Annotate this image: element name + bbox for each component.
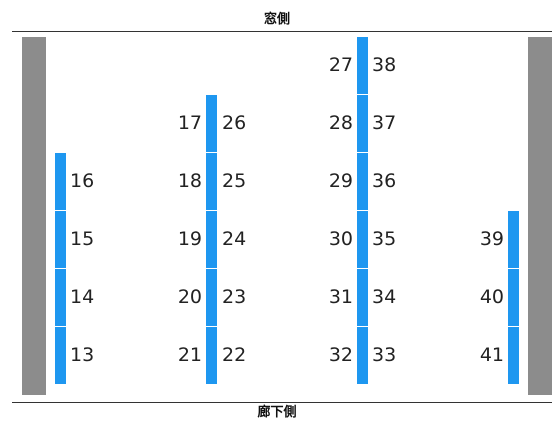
seat-desk[interactable] xyxy=(357,269,368,326)
window-side-label: 窓側 xyxy=(263,12,290,27)
seat-desk[interactable] xyxy=(55,327,66,384)
seat-number-25: 25 xyxy=(222,170,247,192)
seat-number-35: 35 xyxy=(372,228,397,250)
seat-number-23: 23 xyxy=(222,286,247,308)
seat-desk[interactable] xyxy=(206,269,217,326)
seat-desk[interactable] xyxy=(508,327,519,384)
seat-number-27: 27 xyxy=(328,54,353,76)
seat-number-29: 29 xyxy=(328,170,353,192)
seat-desk[interactable] xyxy=(206,211,217,268)
seat-number-20: 20 xyxy=(177,286,202,308)
seat-number-15: 15 xyxy=(70,228,95,250)
seat-desk[interactable] xyxy=(508,269,519,326)
seat-number-40: 40 xyxy=(479,286,504,308)
seat-number-14: 14 xyxy=(70,286,95,308)
seat-number-37: 37 xyxy=(372,112,397,134)
seat-desk[interactable] xyxy=(206,153,217,210)
hallway-side-divider xyxy=(12,402,552,403)
seat-number-39: 39 xyxy=(479,228,504,250)
seat-desk[interactable] xyxy=(206,327,217,384)
seat-desk[interactable] xyxy=(357,327,368,384)
seat-desk[interactable] xyxy=(357,153,368,210)
seat-desk[interactable] xyxy=(55,269,66,326)
seat-desk[interactable] xyxy=(357,95,368,152)
seat-desk[interactable] xyxy=(55,211,66,268)
seat-number-33: 33 xyxy=(372,344,397,366)
seat-number-32: 32 xyxy=(328,344,353,366)
seat-desk[interactable] xyxy=(55,153,66,210)
seat-desk[interactable] xyxy=(206,95,217,152)
left-wall xyxy=(22,37,46,395)
seat-desk[interactable] xyxy=(508,211,519,268)
right-wall xyxy=(528,37,552,395)
seat-number-24: 24 xyxy=(222,228,247,250)
seat-desk[interactable] xyxy=(357,211,368,268)
seat-number-21: 21 xyxy=(177,344,202,366)
seat-number-41: 41 xyxy=(479,344,504,366)
seat-number-26: 26 xyxy=(222,112,247,134)
seat-number-34: 34 xyxy=(372,286,397,308)
seat-number-18: 18 xyxy=(177,170,202,192)
seat-number-36: 36 xyxy=(372,170,397,192)
seat-number-16: 16 xyxy=(70,170,95,192)
seat-desk[interactable] xyxy=(357,37,368,94)
hallway-side-label: 廊下側 xyxy=(257,405,297,420)
window-side-divider xyxy=(12,31,552,32)
seat-number-38: 38 xyxy=(372,54,397,76)
seat-number-13: 13 xyxy=(70,344,95,366)
seat-number-22: 22 xyxy=(222,344,247,366)
seat-number-30: 30 xyxy=(328,228,353,250)
seat-number-31: 31 xyxy=(328,286,353,308)
seat-number-17: 17 xyxy=(177,112,202,134)
seat-number-19: 19 xyxy=(177,228,202,250)
seat-number-28: 28 xyxy=(328,112,353,134)
